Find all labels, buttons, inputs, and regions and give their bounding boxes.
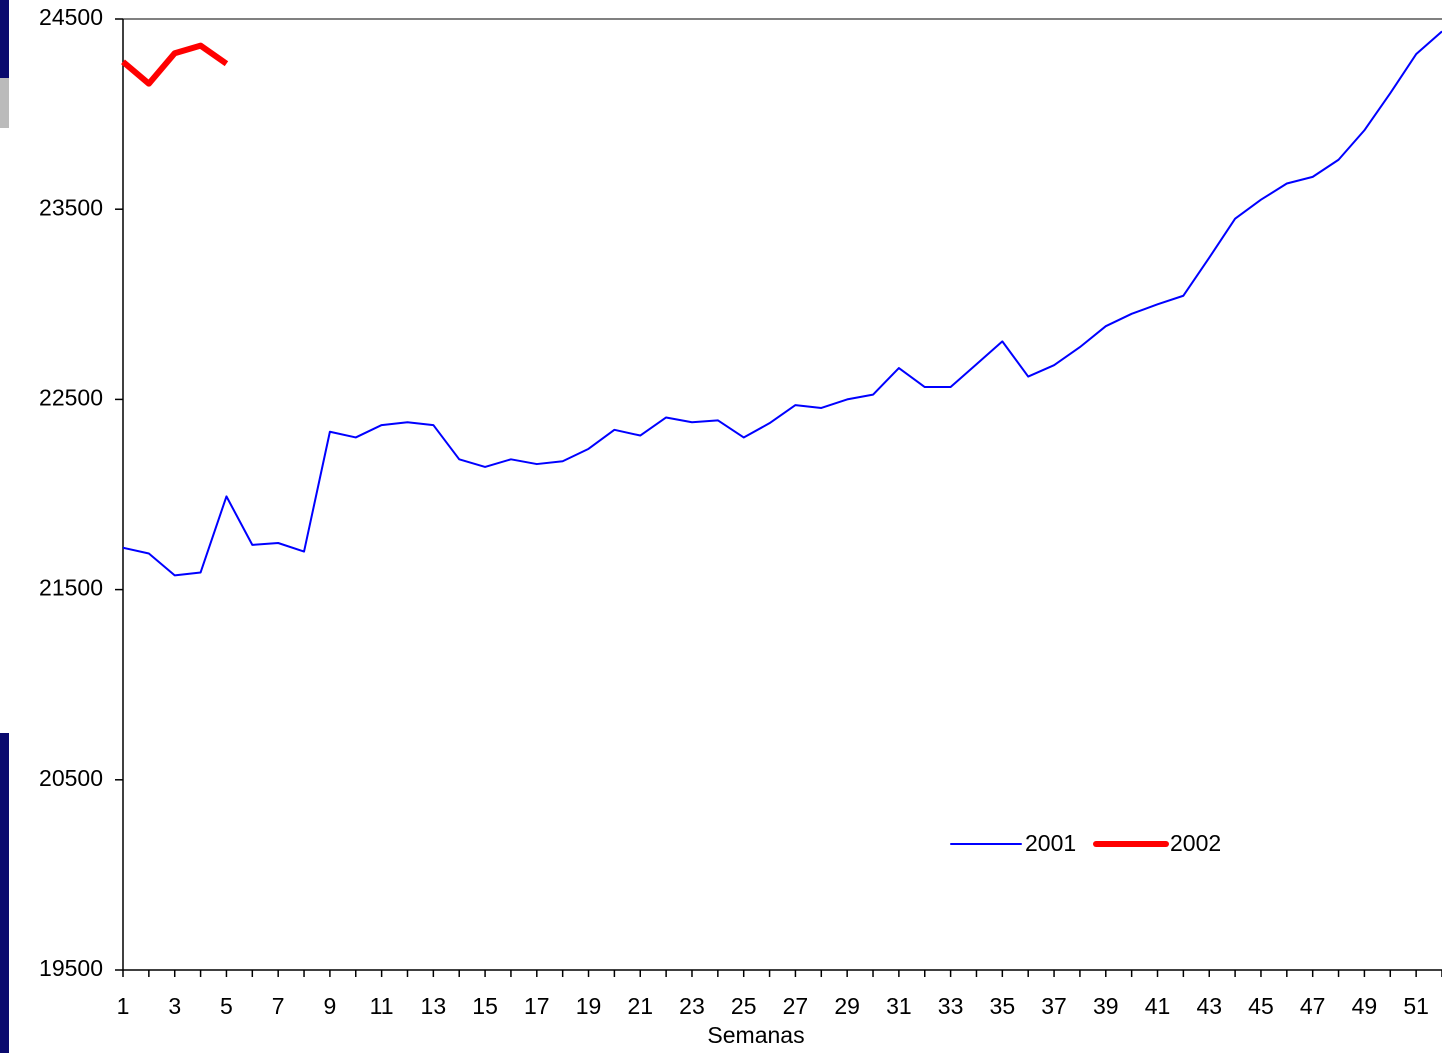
y-tick-label: 23500 — [39, 194, 103, 220]
x-tick-label: 3 — [168, 993, 181, 1019]
side-strip-block — [0, 78, 9, 128]
x-tick-label: 33 — [938, 993, 964, 1019]
y-tick-label: 22500 — [39, 384, 103, 410]
y-tick-label: 24500 — [39, 4, 103, 30]
x-tick-label: 1 — [117, 993, 130, 1019]
x-tick-label: 49 — [1352, 993, 1378, 1019]
x-axis-label: Semanas — [707, 1022, 804, 1048]
x-tick-label: 29 — [834, 993, 860, 1019]
x-tick-label: 19 — [576, 993, 602, 1019]
legend-label: 2001 — [1025, 830, 1076, 856]
x-tick-label: 45 — [1248, 993, 1274, 1019]
x-tick-label: 39 — [1093, 993, 1119, 1019]
x-tick-label: 51 — [1403, 993, 1429, 1019]
x-tick-label: 27 — [783, 993, 809, 1019]
x-tick-label: 21 — [627, 993, 653, 1019]
y-tick-label: 21500 — [39, 575, 103, 601]
x-tick-label: 41 — [1145, 993, 1171, 1019]
x-tick-label: 47 — [1300, 993, 1326, 1019]
x-tick-label: 17 — [524, 993, 550, 1019]
series-line — [121, 42, 229, 87]
legend-label: 2002 — [1170, 830, 1221, 856]
x-tick-label: 23 — [679, 993, 705, 1019]
series-line — [122, 30, 1442, 577]
x-tick-label: 43 — [1196, 993, 1222, 1019]
x-tick-label: 25 — [731, 993, 757, 1019]
y-tick-label: 19500 — [39, 955, 103, 981]
x-tick-label: 13 — [421, 993, 447, 1019]
x-tick-label: 31 — [886, 993, 912, 1019]
x-tick-label: 15 — [472, 993, 498, 1019]
x-tick-label: 11 — [370, 993, 394, 1019]
x-tick-label: 37 — [1041, 993, 1067, 1019]
side-strip-gap — [0, 128, 9, 733]
x-tick-label: 7 — [272, 993, 285, 1019]
x-tick-label: 5 — [220, 993, 233, 1019]
x-tick-label: 9 — [324, 993, 337, 1019]
x-tick-label: 35 — [990, 993, 1016, 1019]
y-tick-label: 20500 — [39, 765, 103, 791]
